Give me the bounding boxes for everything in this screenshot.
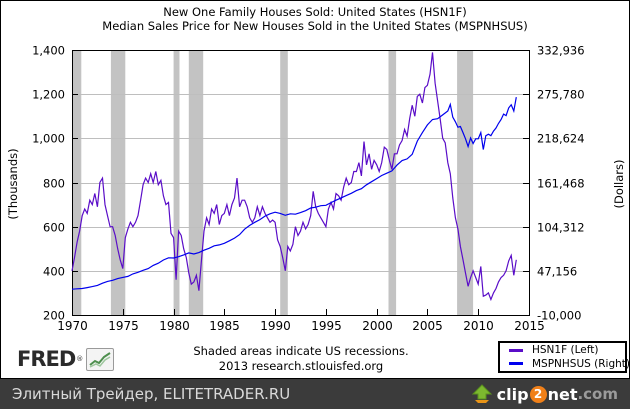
x-axis-tick-label: 2010 — [463, 319, 494, 333]
right-axis-tick-label: 275,780 — [537, 88, 585, 102]
clip2net-com: .com — [577, 385, 618, 403]
clip2net-arrow-icon — [471, 384, 492, 403]
fred-chart: 200 -10,000 400 47,156 600 104,312 800 161,468 1… — [0, 0, 630, 379]
left-axis-tick-label: 1,200 — [32, 88, 65, 102]
legend-item-mspnhsus: MSPNHSUS (Right) — [509, 358, 630, 370]
right-axis-tick-label: -10,000 — [537, 309, 581, 323]
clip2net-net: net — [547, 384, 578, 404]
x-axis-tick-label: 2000 — [362, 319, 393, 333]
recession-band — [457, 50, 474, 315]
legend-label-hsn1f: HSN1F (Left) — [532, 344, 599, 357]
recession-note: Shaded areas indicate US recessions. — [193, 344, 409, 358]
clip2net-logo[interactable]: clip 2 net .com — [471, 384, 618, 404]
chart-title-line1: New One Family Houses Sold: United State… — [163, 5, 467, 19]
legend-item-hsn1f: HSN1F (Left) — [509, 344, 625, 356]
x-axis-tick-label: 1970 — [57, 319, 88, 333]
recession-band — [188, 50, 204, 315]
left-axis-tick-label: 200 — [43, 309, 65, 323]
recession-band — [110, 50, 126, 315]
x-axis-tick-label: 2015 — [514, 319, 545, 333]
registered-mark: ® — [76, 355, 84, 363]
fred-logo-text: FRED — [17, 347, 76, 371]
right-axis-tick-label: 47,156 — [537, 265, 577, 279]
right-axis-unit-label: (Dollars) — [612, 159, 626, 209]
legend: HSN1F (Left) MSPNHSUS (Right) — [498, 341, 630, 373]
x-axis-tick-label: 1990 — [260, 319, 291, 333]
footer-notes: Shaded areas indicate US recessions. 201… — [193, 344, 408, 374]
x-axis-tick-label: 1980 — [159, 319, 190, 333]
chart-title-line2: Median Sales Price for New Houses Sold i… — [102, 19, 528, 33]
left-axis-unit-label: (Thousands) — [6, 148, 20, 220]
x-axis-tick-label: 1985 — [209, 319, 240, 333]
left-axis-tick-label: 800 — [43, 177, 65, 191]
right-axis-tick-label: 332,936 — [537, 44, 585, 58]
x-axis-tick-label: 1975 — [108, 319, 139, 333]
x-axis-tick-label: 1995 — [311, 319, 342, 333]
plot-border — [72, 50, 530, 316]
mspnhsus-color-dash — [509, 362, 523, 366]
right-axis-tick-label: 104,312 — [537, 221, 585, 235]
clip2net-clip: clip — [496, 384, 529, 404]
right-axis-tick-label: 161,468 — [537, 177, 585, 191]
hsn1f-line — [71, 52, 517, 302]
mspnhsus-line — [71, 96, 517, 290]
source-note: 2013 research.stlouisfed.org — [218, 359, 384, 373]
fred-sparkline-icon — [86, 347, 115, 371]
recession-band — [280, 50, 288, 315]
right-axis-tick-label: 218,624 — [537, 132, 585, 146]
recession-band — [388, 50, 397, 315]
legend-label-mspnhsus: MSPNHSUS (Right) — [532, 357, 630, 370]
left-axis-tick-label: 400 — [43, 265, 65, 279]
hsn1f-color-dash — [509, 348, 523, 352]
plot-canvas: 200 -10,000 400 47,156 600 104,312 800 161,468 1… — [32, 44, 585, 334]
left-axis-tick-label: 1,400 — [32, 44, 65, 58]
chart-titles: New One Family Houses Sold: United State… — [1, 5, 629, 33]
fred-logo: FRED ® — [17, 347, 115, 371]
recession-band — [173, 50, 180, 315]
bottom-banner: Элитный Трейдер, ELITETRADER.RU clip 2 net… — [0, 379, 630, 409]
clip2net-2: 2 — [529, 385, 547, 403]
x-axis-tick-label: 2005 — [412, 319, 443, 333]
left-axis-tick-label: 1,000 — [32, 132, 65, 146]
recession-band — [72, 50, 82, 315]
left-axis-tick-label: 600 — [43, 221, 65, 235]
banner-site-text: Элитный Трейдер, ELITETRADER.RU — [12, 385, 291, 403]
